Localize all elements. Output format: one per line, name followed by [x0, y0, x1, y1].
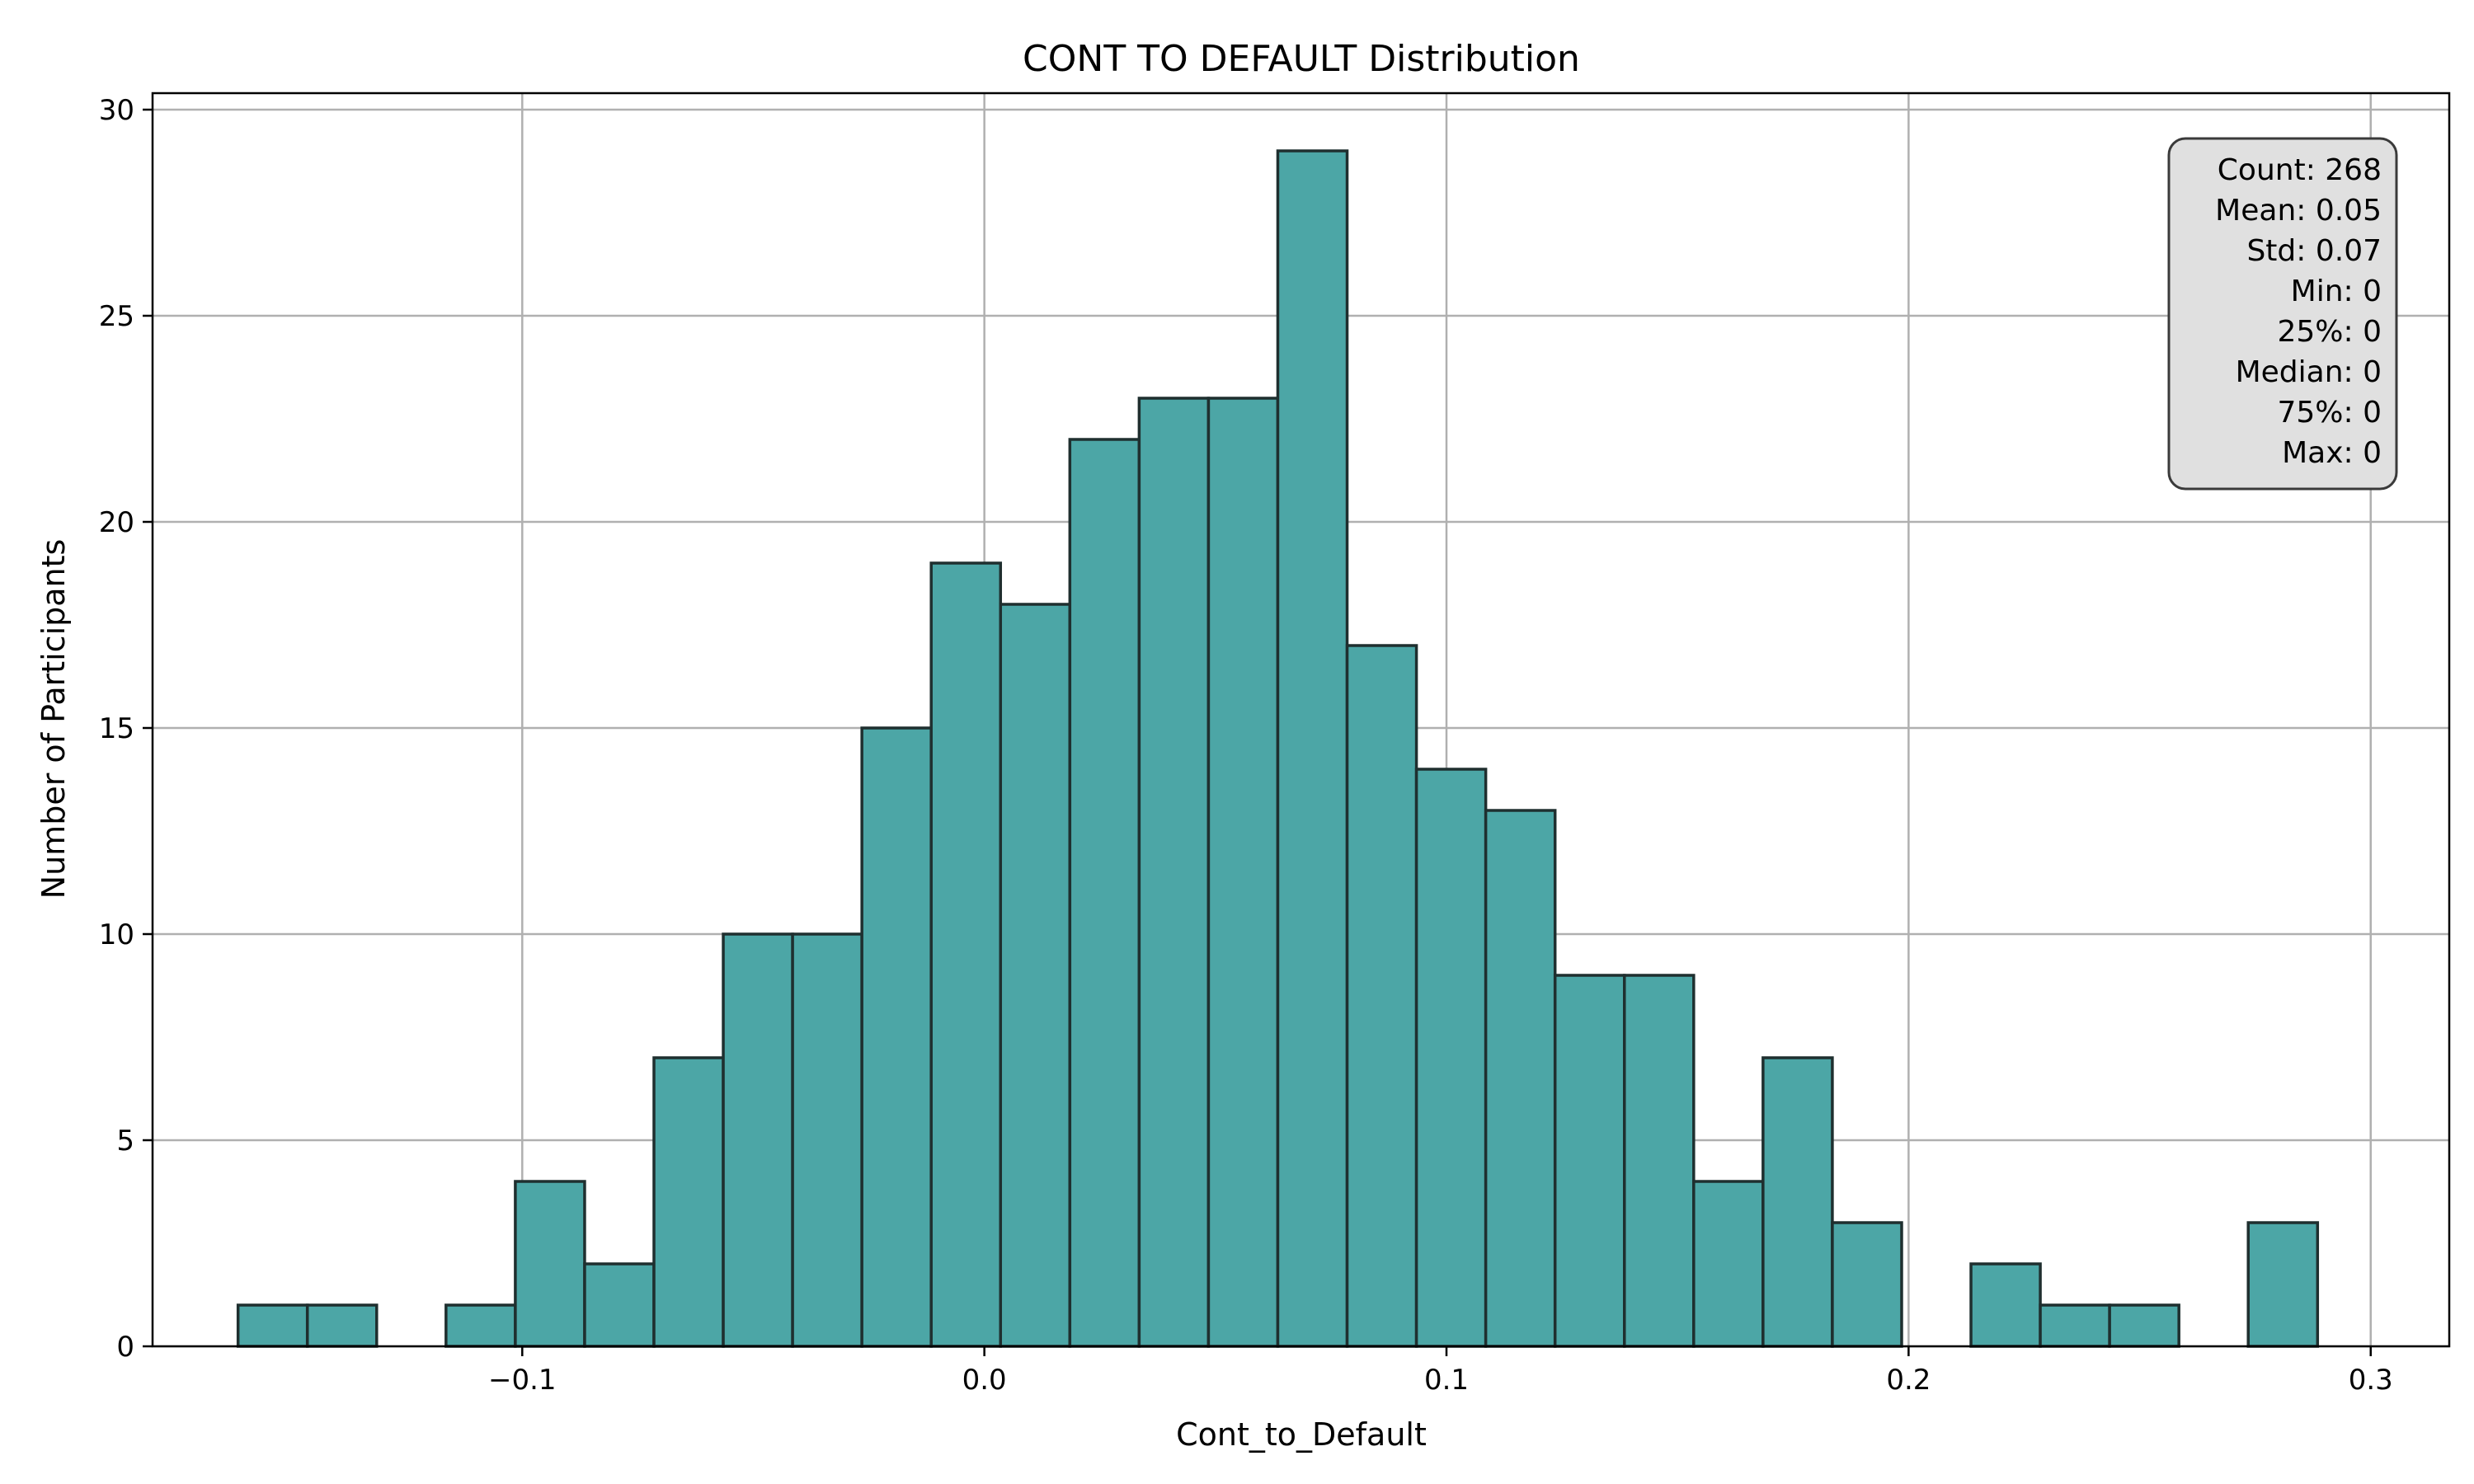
stats-line: Count: 268	[2218, 153, 2382, 187]
y-tick-label: 0	[116, 1331, 134, 1364]
histogram-bar	[2108, 1303, 2180, 1348]
stats-line: 75%: 0	[2278, 396, 2382, 430]
histogram-bars	[236, 149, 2320, 1348]
histogram-bar	[1345, 644, 1418, 1348]
stats-line: Min: 0	[2291, 275, 2382, 308]
stats-line: Median: 0	[2236, 355, 2382, 389]
stats-line: Std: 0.07	[2246, 234, 2382, 268]
stats-lines: Count: 268 Mean: 0.05 Std: 0.07 Min: 0 25%: …	[2215, 153, 2382, 470]
stats-line: Mean: 0.05	[2215, 194, 2382, 228]
histogram-bar	[929, 561, 1003, 1348]
histogram-bar	[514, 1180, 586, 1348]
histogram-bar	[999, 603, 1072, 1348]
histogram-bar	[1761, 1056, 1834, 1348]
histogram-bar	[1553, 974, 1626, 1348]
plot-area-frame	[151, 92, 2451, 1348]
x-axis-label: Cont_to_Default	[1176, 1416, 1427, 1453]
y-tick-label: 30	[99, 94, 134, 127]
y-tick-label: 15	[99, 712, 134, 745]
histogram-bar	[1068, 438, 1141, 1348]
histogram-bar	[1969, 1262, 2042, 1348]
stats-line: Max: 0	[2282, 436, 2382, 470]
histogram-bar	[1414, 768, 1488, 1348]
y-tick-label: 5	[116, 1125, 134, 1158]
summary-statistics-box: Count: 268 Mean: 0.05 Std: 0.07 Min: 0 25%: …	[2167, 137, 2398, 491]
histogram-bar	[1831, 1221, 1903, 1348]
histogram-bar	[1137, 397, 1211, 1348]
histogram-bar	[722, 932, 794, 1348]
stats-box-background	[2167, 137, 2398, 491]
histogram-bar	[583, 1262, 656, 1348]
axis-ticks: −0.1 0.0 0.1 0.2 0.3 0 5 10 15 20 25 30	[99, 94, 2393, 1397]
histogram-bar	[305, 1303, 379, 1348]
histogram-bar	[1623, 974, 1696, 1348]
chart-title: CONT TO DEFAULT Distribution	[1023, 38, 1580, 80]
histogram-bar	[652, 1056, 725, 1348]
x-tick-label: 0.1	[1424, 1364, 1469, 1397]
y-tick-label: 25	[99, 300, 134, 333]
histogram-bar	[791, 932, 863, 1348]
x-tick-label: 0.0	[962, 1364, 1007, 1397]
y-tick-label: 10	[99, 918, 134, 951]
histogram-bar	[1276, 149, 1349, 1348]
histogram-bar	[1484, 809, 1557, 1348]
stats-line: 25%: 0	[2278, 315, 2382, 349]
histogram-bar	[1692, 1180, 1765, 1348]
histogram-bar	[444, 1303, 517, 1348]
histogram-bar	[236, 1303, 309, 1348]
histogram-bar	[1206, 397, 1280, 1348]
y-axis-label: Number of Participants	[35, 539, 72, 899]
x-tick-label: 0.3	[2349, 1364, 2393, 1397]
y-tick-label: 20	[99, 506, 134, 539]
histogram-bar	[860, 726, 933, 1348]
histogram-bar	[2039, 1303, 2111, 1348]
histogram-bar	[2246, 1221, 2320, 1348]
x-tick-label: −0.1	[488, 1364, 557, 1397]
x-tick-label: 0.2	[1886, 1364, 1931, 1397]
